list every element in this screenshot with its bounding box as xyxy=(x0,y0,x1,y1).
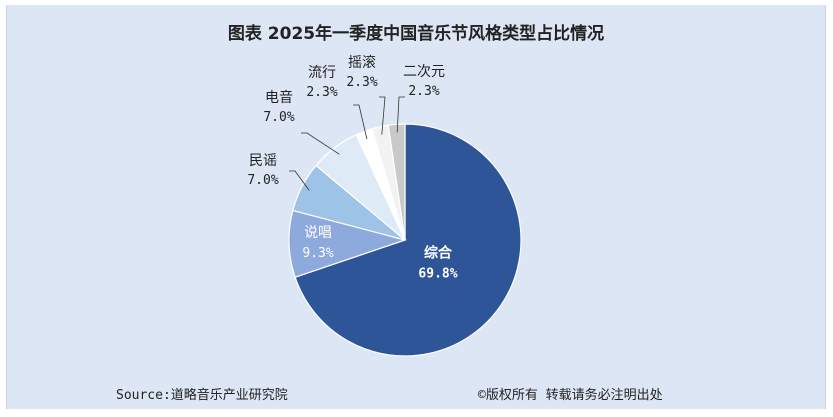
slice-label-name-4: 流行 xyxy=(308,65,336,81)
leader-line-3 xyxy=(301,132,340,155)
slice-label-name-2: 民谣 xyxy=(249,153,277,169)
leader-line-2 xyxy=(289,170,310,191)
slice-label-value-6: 2.3% xyxy=(408,84,439,99)
slice-label-name-6: 二次元 xyxy=(403,64,445,80)
leader-line-5 xyxy=(379,96,386,135)
slice-label-value-2: 7.0% xyxy=(247,173,278,188)
pie-slices xyxy=(288,123,522,357)
slice-label-name-1: 说唱 xyxy=(304,225,332,241)
slice-label-value-3: 7.0% xyxy=(263,110,294,125)
copyright-note: ©版权所有 转载请务必注明出处 xyxy=(478,388,663,403)
leader-line-4 xyxy=(353,104,368,140)
source-note: Source:道略音乐产业研究院 xyxy=(116,388,288,403)
pie-slice-6 xyxy=(387,123,406,241)
slice-label-name-5: 摇滚 xyxy=(348,54,376,71)
pie-chart: 综合 69.8% 说唱 9.3% 民谣 7.0% 电音 7.0% 流行 2.3% 摇滚 2.3% 二次元… xyxy=(247,54,522,357)
leader-line-6 xyxy=(396,96,405,133)
chart-title: 图表 2025年一季度中国音乐节风格类型占比情况 xyxy=(227,24,605,44)
slice-label-value-4: 2.3% xyxy=(306,85,337,100)
slice-label-name-3: 电音 xyxy=(265,89,293,106)
leader-lines xyxy=(289,96,405,191)
slice-label-value-5: 2.3% xyxy=(346,75,377,90)
slice-label-name-0: 综合 xyxy=(424,245,453,262)
slice-label-value-0: 69.8% xyxy=(418,267,457,282)
pie-slice-0 xyxy=(294,123,522,357)
chart-frame: 图表 2025年一季度中国音乐节风格类型占比情况 综合 69.8% 说唱 9.3% 民谣… xyxy=(6,5,826,409)
slice-labels: 综合 69.8% 说唱 9.3% 民谣 7.0% 电音 7.0% 流行 2.3% 摇滚 2.3% 二次元… xyxy=(247,54,457,282)
slice-label-value-1: 9.3% xyxy=(302,246,333,261)
